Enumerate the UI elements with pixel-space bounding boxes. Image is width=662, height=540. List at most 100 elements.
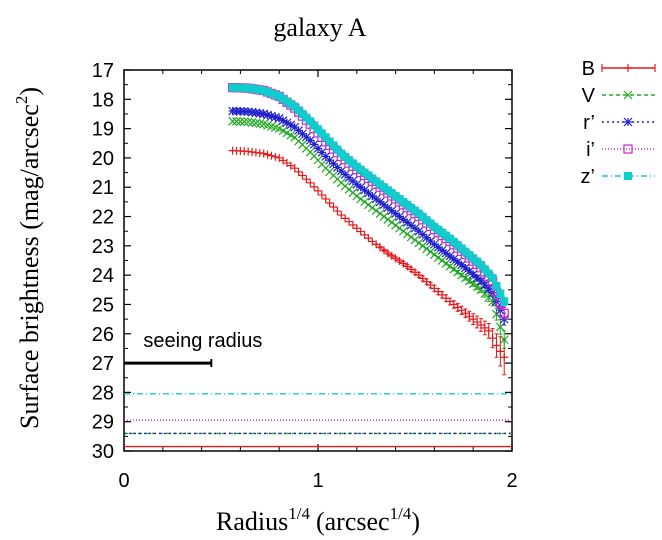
data-point <box>325 198 334 207</box>
data-point <box>298 171 307 180</box>
data-point <box>449 264 459 274</box>
data-point <box>367 203 377 213</box>
seeing-radius: seeing radius <box>124 330 262 368</box>
data-point <box>247 118 257 127</box>
data-point <box>391 220 401 230</box>
data-point <box>496 289 505 298</box>
data-point <box>271 152 280 161</box>
y-tick-label: 25 <box>92 294 114 316</box>
data-point <box>329 203 338 212</box>
data-point <box>383 203 393 213</box>
data-point <box>290 164 299 173</box>
y-axis-label-main: Surface brightness (mag/arcsec <box>15 104 44 429</box>
x-tick-label: 1 <box>312 470 323 492</box>
data-point <box>441 259 451 268</box>
data-point <box>356 194 366 204</box>
data-point <box>317 129 326 138</box>
data-point <box>232 117 241 126</box>
data-point <box>398 215 408 224</box>
y-tick-label: 30 <box>92 441 114 463</box>
data-point <box>422 244 432 254</box>
data-point <box>387 206 397 216</box>
data-point <box>484 269 493 278</box>
data-point <box>492 341 501 350</box>
data-point <box>398 226 408 236</box>
data-point <box>395 212 404 221</box>
data-point <box>379 200 389 210</box>
data-point <box>263 150 272 159</box>
data-point <box>383 215 393 224</box>
y-tick-label: 29 <box>92 412 114 434</box>
data-point <box>395 223 404 233</box>
data-point <box>360 230 369 239</box>
data-point <box>437 245 447 255</box>
data-point <box>429 239 439 249</box>
data-point <box>317 190 326 199</box>
data-point <box>379 212 389 221</box>
data-point <box>402 229 412 239</box>
data-point <box>457 270 466 280</box>
data-point <box>406 220 416 230</box>
data-point <box>341 214 350 223</box>
data-point <box>422 277 431 286</box>
data-point <box>321 194 330 203</box>
data-point <box>410 235 420 245</box>
data-point <box>461 273 470 283</box>
data-point <box>464 276 474 286</box>
data-point <box>243 117 253 127</box>
data-point <box>364 200 373 210</box>
legend-item: i’ <box>586 139 655 161</box>
legend-label: r’ <box>583 112 595 134</box>
data-point <box>314 125 322 134</box>
data-point <box>488 274 497 283</box>
data-point <box>433 253 443 262</box>
legend-item: B <box>582 58 656 80</box>
data-point <box>496 347 505 356</box>
y-tick-label: 24 <box>92 265 114 287</box>
data-point <box>228 116 238 126</box>
data-point <box>325 137 334 146</box>
data-point <box>492 281 501 290</box>
data-point <box>387 217 397 227</box>
data-point <box>333 145 342 154</box>
series-plus <box>124 146 512 448</box>
y-tick-label: 20 <box>92 148 114 170</box>
data-point <box>314 186 322 195</box>
data-point <box>414 271 423 280</box>
data-point <box>371 206 381 216</box>
series-group: seeing radius <box>124 82 512 448</box>
data-point <box>418 274 427 283</box>
y-tick-label: 23 <box>92 236 114 258</box>
data-point <box>356 182 366 192</box>
y-tick-label: 26 <box>92 324 114 346</box>
y-tick-label: 21 <box>92 177 114 199</box>
data-point <box>375 209 385 219</box>
data-point <box>375 197 385 207</box>
y-axis-label-exp: 2 <box>12 96 31 105</box>
x-tick-label: 0 <box>118 470 129 492</box>
legend-item: V <box>582 85 655 107</box>
legend-label: z’ <box>581 166 595 188</box>
y-axis-label-close: ) <box>15 87 44 96</box>
seeing-radius-label: seeing radius <box>143 330 262 352</box>
data-point <box>472 282 482 292</box>
data-point <box>278 116 288 125</box>
x-axis-label-close: ) <box>411 507 420 536</box>
y-axis-label: Surface brightness (mag/arcsec2) <box>12 87 44 429</box>
data-point <box>352 179 362 189</box>
data-point <box>251 118 261 128</box>
data-point <box>371 194 381 204</box>
data-point <box>310 121 319 130</box>
data-point <box>267 151 276 160</box>
data-point <box>345 217 354 226</box>
data-point <box>352 191 362 201</box>
data-point <box>239 117 249 127</box>
data-point <box>484 326 493 335</box>
x-tick-label: 2 <box>506 470 517 492</box>
x-axis-label-base: Radius <box>216 507 288 536</box>
data-point <box>402 217 412 227</box>
data-point <box>406 232 416 242</box>
data-point <box>321 133 330 142</box>
data-point <box>476 260 485 269</box>
legend-label: V <box>582 85 596 107</box>
